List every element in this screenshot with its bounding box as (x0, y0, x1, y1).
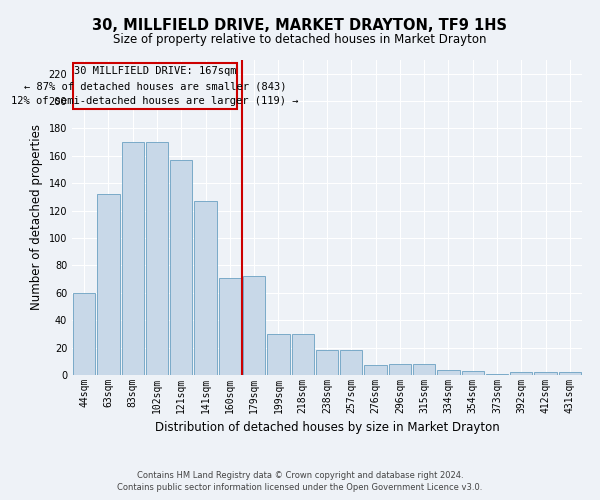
Bar (340, 350, 362, 375)
Bar (267, 334, 290, 375)
Bar (486, 374, 508, 375)
Bar (316, 350, 338, 375)
Bar (437, 370, 460, 375)
Bar (413, 364, 436, 375)
Bar (389, 364, 411, 375)
Bar (73, 293, 95, 375)
Bar (146, 142, 168, 375)
Bar (364, 366, 387, 375)
Text: Contains HM Land Registry data © Crown copyright and database right 2024.
Contai: Contains HM Land Registry data © Crown c… (118, 471, 482, 492)
Bar (461, 371, 484, 375)
Bar (292, 334, 314, 375)
Bar (170, 160, 193, 375)
Bar (243, 276, 265, 375)
Bar (510, 372, 532, 375)
Text: 30 MILLFIELD DRIVE: 167sqm
← 87% of detached houses are smaller (843)
12% of sem: 30 MILLFIELD DRIVE: 167sqm ← 87% of deta… (11, 66, 299, 106)
Text: Size of property relative to detached houses in Market Drayton: Size of property relative to detached ho… (113, 32, 487, 46)
Bar (218, 278, 241, 375)
Bar (535, 372, 557, 375)
Text: 30, MILLFIELD DRIVE, MARKET DRAYTON, TF9 1HS: 30, MILLFIELD DRIVE, MARKET DRAYTON, TF9… (92, 18, 508, 32)
Y-axis label: Number of detached properties: Number of detached properties (30, 124, 43, 310)
Bar (97, 194, 119, 375)
X-axis label: Distribution of detached houses by size in Market Drayton: Distribution of detached houses by size … (155, 422, 499, 434)
Bar (194, 201, 217, 375)
Bar (73, 62, 237, 110)
Bar (559, 372, 581, 375)
Bar (122, 142, 144, 375)
